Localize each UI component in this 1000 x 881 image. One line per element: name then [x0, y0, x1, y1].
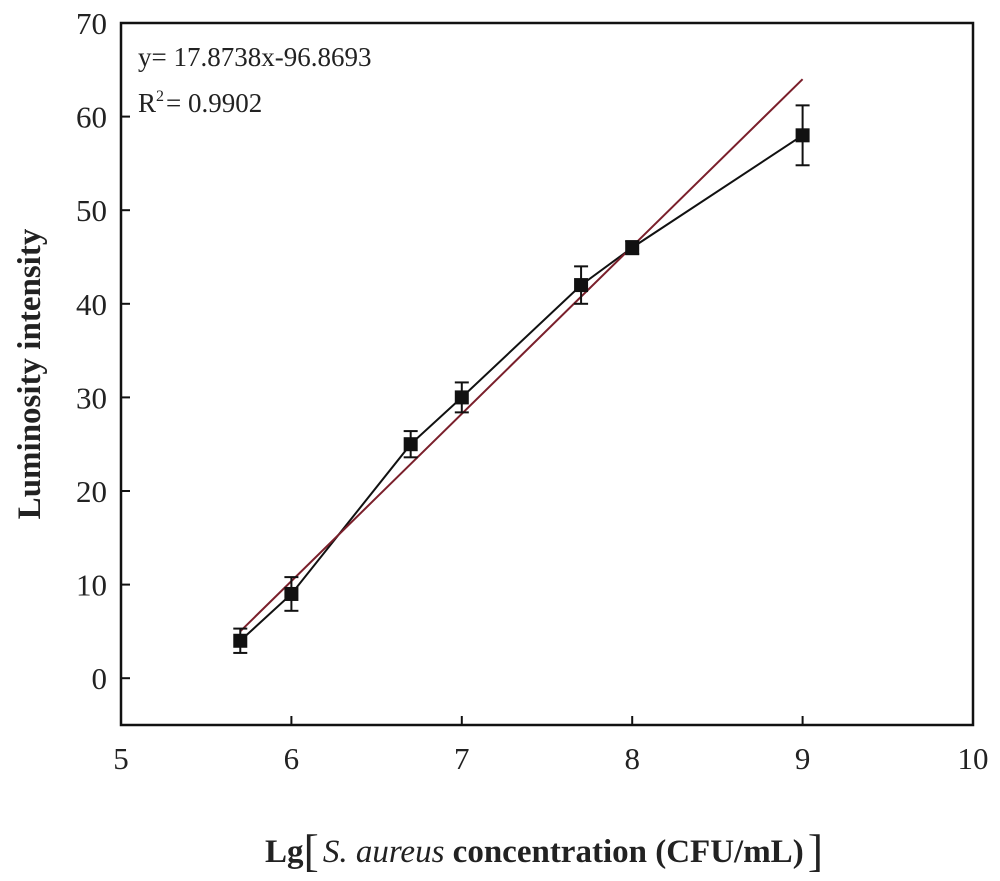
data-point-marker	[795, 128, 810, 143]
x-axis-title: Lg[S. aureus concentration (CFU/mL)]	[265, 825, 823, 876]
data-point-marker	[574, 278, 589, 293]
svg-text:Lg[S. aureus concentration (CF: Lg[S. aureus concentration (CFU/mL)]	[265, 825, 823, 876]
data-point-marker	[284, 586, 299, 601]
equation-annotation: y= 17.8738x-96.8693	[138, 42, 371, 72]
y-tick-label: 30	[76, 380, 107, 415]
x-tick-label: 5	[113, 741, 129, 776]
x-tick-label: 10	[958, 741, 989, 776]
linear-fit-line	[239, 78, 804, 633]
y-tick-label: 70	[76, 6, 107, 41]
data-point-marker	[233, 633, 248, 648]
data-points	[233, 104, 810, 654]
data-point-marker	[403, 437, 418, 452]
x-tick-label: 7	[454, 741, 470, 776]
data-point-marker	[454, 390, 469, 405]
x-tick-label: 6	[284, 741, 300, 776]
x-tick-label: 9	[795, 741, 811, 776]
data-connecting-line	[239, 134, 804, 642]
x-tick-label: 8	[624, 741, 640, 776]
y-axis-ticks: 0 10 20 30 40 50 60 70	[76, 6, 130, 696]
y-tick-label: 20	[76, 474, 107, 509]
y-axis-title: Luminosity intensity	[12, 228, 48, 519]
y-tick-label: 50	[76, 193, 107, 228]
series-lines	[239, 78, 804, 642]
r2-annotation: R2= 0.9902	[138, 88, 262, 118]
y-tick-label: 10	[76, 568, 107, 603]
x-axis-ticks: 5 6 7 8 9 10	[113, 716, 989, 776]
data-point-marker	[625, 240, 640, 255]
y-tick-label: 60	[76, 100, 107, 135]
plot-frame	[119, 21, 975, 727]
y-tick-label: 0	[92, 661, 108, 696]
y-tick-label: 40	[76, 287, 107, 322]
